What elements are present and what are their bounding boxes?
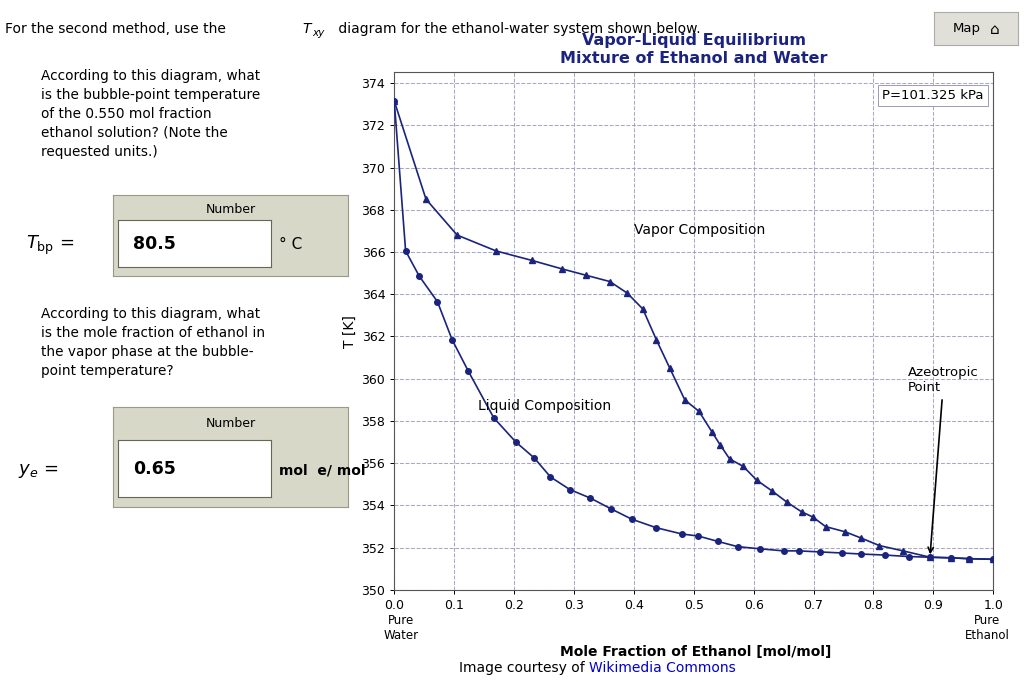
Title: Vapor-Liquid Equilibrium
Mixture of Ethanol and Water: Vapor-Liquid Equilibrium Mixture of Etha… <box>560 33 827 66</box>
Text: Azeotropic
Point: Azeotropic Point <box>908 366 979 553</box>
Text: 80.5: 80.5 <box>133 235 176 253</box>
Text: Mole Fraction of Ethanol [mol/mol]: Mole Fraction of Ethanol [mol/mol] <box>559 645 831 659</box>
Text: $y_e$ =: $y_e$ = <box>18 462 58 480</box>
Text: Image courtesy of: Image courtesy of <box>459 661 589 675</box>
Text: diagram for the ethanol-water system shown below.: diagram for the ethanol-water system sho… <box>334 22 700 36</box>
Text: 0.65: 0.65 <box>133 460 176 477</box>
Text: Pure
Water: Pure Water <box>384 614 419 642</box>
Text: For the second method, use the: For the second method, use the <box>5 22 230 36</box>
Text: Liquid Composition: Liquid Composition <box>478 400 611 413</box>
Y-axis label: T [K]: T [K] <box>343 315 357 348</box>
Text: Vapor Composition: Vapor Composition <box>634 224 765 237</box>
Text: T: T <box>302 22 310 36</box>
Text: mol  e/ mol: mol e/ mol <box>279 464 365 477</box>
Text: Number: Number <box>206 417 255 430</box>
Text: ⌂: ⌂ <box>990 23 1000 37</box>
Text: P=101.325 kPa: P=101.325 kPa <box>883 89 984 102</box>
Text: Map: Map <box>952 22 980 34</box>
Text: Number: Number <box>206 203 255 216</box>
Text: According to this diagram, what
is the mole fraction of ethanol in
the vapor pha: According to this diagram, what is the m… <box>41 307 265 378</box>
Text: ° C: ° C <box>279 237 302 253</box>
Text: Pure
Ethanol: Pure Ethanol <box>965 614 1010 642</box>
Text: According to this diagram, what
is the bubble-point temperature
of the 0.550 mol: According to this diagram, what is the b… <box>41 69 260 159</box>
Text: Wikimedia Commons: Wikimedia Commons <box>589 661 735 675</box>
Text: xy: xy <box>312 28 325 37</box>
Text: $T_{\rm bp}$ =: $T_{\rm bp}$ = <box>26 233 74 257</box>
